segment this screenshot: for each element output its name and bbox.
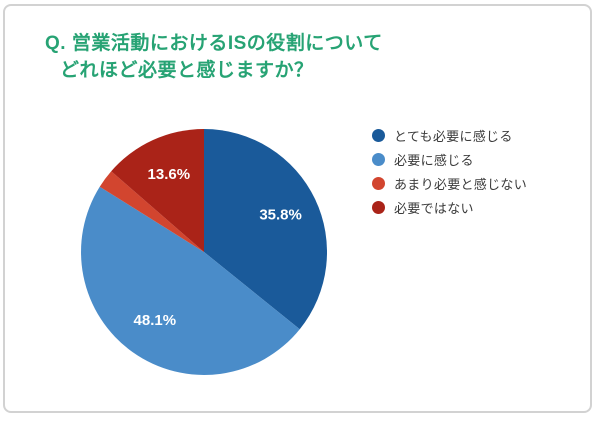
pie-slice-2 xyxy=(99,171,204,252)
legend-label: 必要に感じる xyxy=(394,153,474,168)
pie-value-label-1: 48.1% xyxy=(134,312,177,329)
chart-title-line2: どれほど必要と感じますか？ xyxy=(60,60,314,81)
legend-dot xyxy=(372,177,385,190)
pie-value-label-0: 35.8% xyxy=(259,206,302,223)
legend-item: 必要ではない xyxy=(372,200,527,216)
legend-item: 必要に感じる xyxy=(372,152,527,168)
pie-value-label-3: 13.6% xyxy=(148,166,191,183)
chart-title: Q. 営業活動におけるISの役割について どれほど必要と感じますか？ xyxy=(45,30,383,84)
legend-label: 必要ではない xyxy=(394,201,474,216)
legend-item: とても必要に感じる xyxy=(372,128,527,144)
legend-dot xyxy=(372,153,385,166)
chart-title-line1: Q. 営業活動におけるISの役割について xyxy=(45,33,383,54)
pie-svg: 35.8% 48.1% 13.6% xyxy=(81,129,327,375)
legend: とても必要に感じる 必要に感じる あまり必要と感じない 必要ではない xyxy=(372,128,528,216)
survey-chart-card: Q. 営業活動におけるISの役割について どれほど必要と感じますか？ 35.8%… xyxy=(3,4,592,413)
pie-chart: 35.8% 48.1% 13.6% xyxy=(81,129,327,375)
legend-dot xyxy=(372,201,385,214)
pie-slice-3 xyxy=(111,129,204,252)
pie-slice-1 xyxy=(81,186,300,375)
legend-label: とても必要に感じる xyxy=(394,129,513,144)
legend-dot xyxy=(372,129,385,142)
legend-item: あまり必要と感じない xyxy=(372,176,528,192)
pie-slice-0 xyxy=(204,129,327,330)
legend-label: あまり必要と感じない xyxy=(394,177,528,192)
